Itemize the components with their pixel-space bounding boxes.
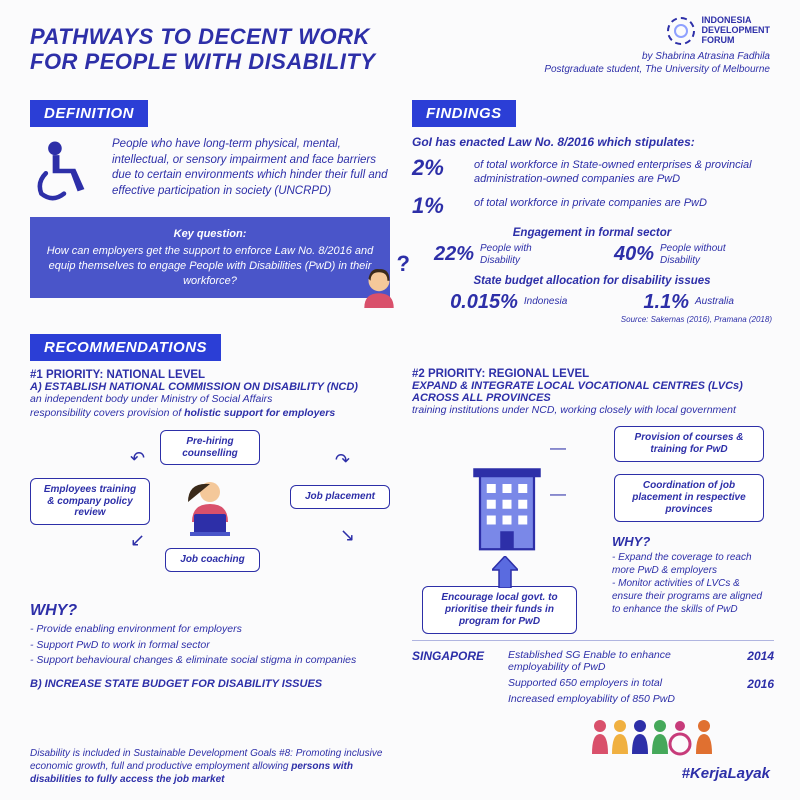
stat-row: 1% of total workforce in private compani… xyxy=(412,193,772,219)
stat-pair: 0.015%Indonesia 1.1%Australia xyxy=(412,291,772,314)
connector-line: — xyxy=(550,440,566,458)
why-list: - Provide enabling environment for emplo… xyxy=(30,622,400,668)
subheading: State budget allocation for disability i… xyxy=(412,275,772,287)
logo-icon xyxy=(667,17,695,45)
cycle-diagram: Pre-hiring counselling Job placement Job… xyxy=(30,430,400,600)
page-title: PATHWAYS TO DECENT WORK FOR PEOPLE WITH … xyxy=(30,24,375,75)
inclusive-people-icon xyxy=(590,716,720,760)
cycle-node: Pre-hiring counselling xyxy=(160,430,260,465)
title-line1: PATHWAYS TO DECENT WORK xyxy=(30,24,375,49)
findings-lead: GoI has enacted Law No. 8/2016 which sti… xyxy=(412,135,772,149)
definition-text: People who have long-term physical, ment… xyxy=(112,137,390,199)
subheading: Engagement in formal sector xyxy=(412,227,772,239)
findings-tag: FINDINGS xyxy=(412,100,516,127)
rec-a-title: A) ESTABLISH NATIONAL COMMISSION ON DISA… xyxy=(30,381,400,393)
box-courses: Provision of courses & training for PwD xyxy=(614,426,764,462)
recommendations-tag: RECOMMENDATIONS xyxy=(30,334,221,361)
wheelchair-icon xyxy=(30,137,98,205)
connector-line: — xyxy=(550,486,566,504)
lvc-diagram: Provision of courses & training for PwD … xyxy=(412,426,774,636)
priority-1-title: #1 PRIORITY: NATIONAL LEVEL xyxy=(30,369,400,381)
rec-b-title: B) INCREASE STATE BUDGET FOR DISABILITY … xyxy=(30,678,400,690)
definition-tag: DEFINITION xyxy=(30,100,148,127)
section-priority-2: #2 PRIORITY: REGIONAL LEVEL EXPAND & INT… xyxy=(412,360,774,636)
singapore-box: SINGAPORE Established SG Enable to enhan… xyxy=(412,640,774,705)
question-mark-icon: ? xyxy=(397,249,410,279)
title-line2: FOR PEOPLE WITH DISABILITY xyxy=(30,49,375,74)
cycle-node: Job coaching xyxy=(165,548,260,572)
why-heading: WHY? xyxy=(30,602,400,620)
stat-value: 2% xyxy=(412,155,464,181)
box-coordination: Coordination of job placement in respect… xyxy=(614,474,764,522)
country-label: SINGAPORE xyxy=(412,649,500,663)
section-findings: FINDINGS GoI has enacted Law No. 8/2016 … xyxy=(412,100,772,324)
hashtag: #KerjaLayak xyxy=(682,765,770,782)
org-logo: INDONESIA DEVELOPMENT FORUM xyxy=(667,16,770,46)
building-icon xyxy=(472,466,542,556)
cycle-node: Job placement xyxy=(290,485,390,509)
source-text: Source: Sakernas (2016), Pramana (2018) xyxy=(412,316,772,325)
box-encourage: Encourage local govt. to prioritise thei… xyxy=(422,586,577,634)
cycle-node: Employees training & company policy revi… xyxy=(30,478,150,525)
person-laptop-icon xyxy=(180,478,240,538)
section-definition: DEFINITION People who have long-term phy… xyxy=(30,100,390,298)
stat-row: 2% of total workforce in State-owned ent… xyxy=(412,155,772,187)
why-box: WHY? - Expand the coverage to reach more… xyxy=(612,534,772,616)
up-arrow-icon xyxy=(492,556,518,588)
person-avatar-icon xyxy=(358,266,400,308)
key-question-box: Key question: How can employers get the … xyxy=(30,217,390,298)
footer-note: Disability is included in Sustainable De… xyxy=(30,747,400,786)
section-recommendations: RECOMMENDATIONS #1 PRIORITY: NATIONAL LE… xyxy=(30,334,400,690)
priority-2-title: #2 PRIORITY: REGIONAL LEVEL xyxy=(412,368,774,380)
byline: by Shabrina Atrasina Fadhila Postgraduat… xyxy=(544,50,770,76)
stat-pair: 22%People with Disability 40%People with… xyxy=(412,243,772,267)
stat-value: 1% xyxy=(412,193,464,219)
